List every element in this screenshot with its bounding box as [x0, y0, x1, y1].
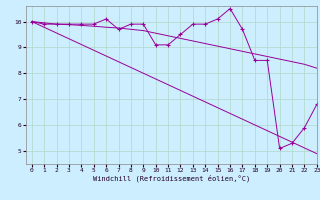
X-axis label: Windchill (Refroidissement éolien,°C): Windchill (Refroidissement éolien,°C) — [92, 175, 250, 182]
